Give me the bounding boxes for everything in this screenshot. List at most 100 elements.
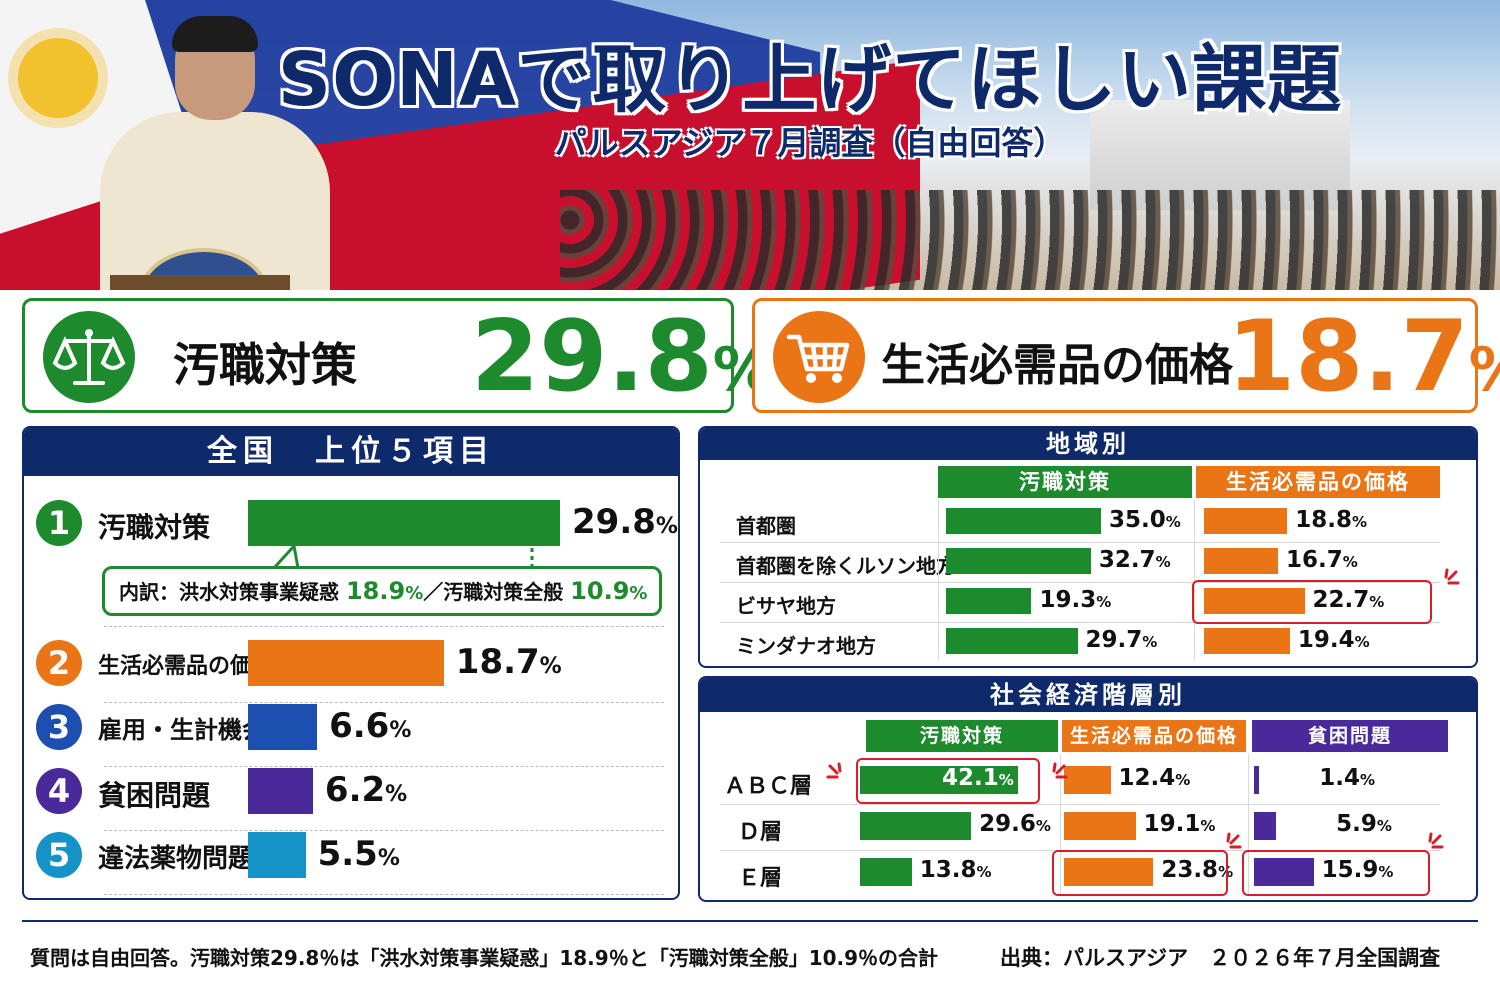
national-value-3: 6.6%	[329, 706, 412, 746]
hero-banner	[0, 0, 1500, 290]
regional-bar-s0-r3	[946, 628, 1078, 654]
regional-value-s1-r2: 22.7%	[1312, 587, 1385, 613]
ses-col-1: 生活必需品の価格	[1062, 720, 1246, 752]
shopping-cart-icon	[773, 311, 865, 403]
regional-row-divider	[720, 582, 1440, 583]
ses-bar-s2-r0	[1254, 766, 1260, 794]
rank-2-badge: 2	[36, 640, 82, 686]
ses-col-divider	[1248, 754, 1249, 896]
regional-row-divider	[720, 542, 1440, 543]
ses-col-divider	[1060, 754, 1061, 896]
regional-col-0: 汚職対策	[938, 466, 1192, 498]
ses-col-0: 汚職対策	[866, 720, 1058, 752]
regional-col-1: 生活必需品の価格	[1196, 466, 1440, 498]
ses-row-divider	[720, 804, 1440, 805]
breakdown-callout: 内訳：洪水対策事業疑惑 18.9%／汚職対策全般 10.9%	[102, 566, 662, 616]
podium	[110, 275, 290, 290]
flag-sun-icon	[18, 38, 98, 118]
regional-label-0: 首都圏	[736, 514, 796, 538]
national-value-5: 5.5%	[317, 834, 400, 874]
ses-label-1: Ｄ層	[738, 820, 783, 845]
crowd-illustration	[560, 190, 1500, 290]
regional-value-s0-r3: 29.7%	[1085, 627, 1158, 653]
ses-value-s1-r2: 23.8%	[1161, 857, 1234, 883]
ses-bar-s0-r1	[860, 812, 972, 840]
highlight-prices: 生活必需品の価格 18.7%	[752, 298, 1500, 413]
ses-bar-s1-r2	[1064, 858, 1154, 886]
ses-bar-s1-r0	[1064, 766, 1111, 794]
regional-bar-s1-r3	[1204, 628, 1290, 654]
rank-4-badge: 4	[36, 768, 82, 814]
regional-panel: 地域別 汚職対策 生活必需品の価格 首都圏 35.0% 18.8% 首都圏を除くルソン地方…	[698, 426, 1478, 668]
ses-bar-s0-r0	[860, 766, 1018, 794]
ses-highlight-frame	[1052, 850, 1228, 896]
regional-heading: 地域別	[700, 428, 1476, 460]
page-subtitle: パルスアジア７月調査（自由回答）	[554, 124, 1066, 162]
ses-bar-s2-r2	[1254, 858, 1314, 886]
ses-value-s2-r0: 1.4%	[1319, 765, 1376, 791]
rank-1-badge: 1	[36, 500, 82, 546]
national-label-5: 違法薬物問題	[98, 844, 255, 874]
regional-label-2: ビサヤ地方	[736, 594, 836, 618]
ses-value-s1-r1: 19.1%	[1143, 811, 1216, 837]
ses-value-s1-r0: 12.4%	[1118, 765, 1191, 791]
national-value-4: 6.2%	[324, 770, 408, 810]
ses-col-2: 貧困問題	[1252, 720, 1448, 752]
ses-highlight-frame	[856, 758, 1040, 804]
regional-bar-s0-r0	[946, 508, 1101, 534]
highlight-value-corruption: 29.8%	[471, 300, 773, 414]
national-bar-2	[248, 640, 444, 686]
ses-bar-s0-r2	[860, 858, 912, 886]
breakdown-pointer	[272, 546, 534, 570]
national-label-1: 汚職対策	[98, 511, 211, 544]
regional-value-s1-r3: 19.4%	[1297, 627, 1370, 653]
highlight-label-corruption: 汚職対策	[173, 338, 357, 392]
national-label-3: 雇用・生計機会	[98, 716, 266, 744]
regional-value-s1-r0: 18.8%	[1295, 507, 1368, 533]
national-row-divider	[104, 702, 664, 703]
national-row-divider	[104, 830, 664, 831]
ses-panel: 社会経済階層別 汚職対策 生活必需品の価格 貧困問題 ＡＢＣ層 42.1% 12.4% 1.…	[698, 676, 1478, 902]
ses-highlight-spark	[1052, 762, 1068, 779]
national-row-divider	[104, 766, 664, 767]
ses-highlight-spark	[1226, 832, 1242, 849]
regional-bar-s0-r2	[946, 588, 1032, 614]
ses-bar-s1-r1	[1064, 812, 1136, 840]
ses-highlight-frame	[1242, 850, 1430, 896]
ses-value-s0-r0: 42.1%	[942, 765, 1014, 791]
national-bar-4	[248, 768, 313, 814]
footer-note: 質問は自由回答。汚職対策29.8％は「洪水対策事業疑惑」18.9％と「汚職対策全…	[30, 946, 939, 970]
ses-value-s0-r2: 13.8%	[919, 857, 992, 883]
page-title: SONAで取り上げてほしい課題	[277, 37, 1343, 123]
national-value-2: 18.7%	[455, 642, 562, 682]
regional-bar-s1-r2	[1204, 588, 1305, 614]
national-bar-5	[248, 832, 306, 878]
ses-value-s0-r1: 29.6%	[979, 811, 1051, 837]
regional-bar-s1-r0	[1204, 508, 1288, 534]
ses-label-2: Ｅ層	[738, 866, 783, 891]
national-label-2: 生活必需品の価格	[98, 654, 275, 679]
highlight-corruption: 汚職対策 29.8%	[22, 298, 773, 413]
regional-highlight-spark	[1444, 568, 1460, 585]
rank-5-badge: 5	[36, 832, 82, 878]
regional-row-divider	[720, 622, 1440, 623]
regional-highlight-frame	[1192, 580, 1432, 624]
regional-bar-s1-r1	[1204, 548, 1278, 574]
national-bar-3	[248, 704, 318, 750]
national-panel: 全国 上位５項目 1 汚職対策 29.8% 2 生活必需品の価格 18.7% 3 雇用・生計機…	[22, 426, 680, 900]
ses-bar-s2-r1	[1254, 812, 1277, 840]
national-heading: 全国 上位５項目	[24, 428, 678, 476]
regional-value-s0-r0: 35.0%	[1109, 507, 1181, 533]
ses-label-0: ＡＢＣ層	[724, 774, 813, 799]
ses-highlight-spark	[1428, 832, 1444, 849]
scales-icon	[43, 311, 135, 403]
ses-heading: 社会経済階層別	[700, 678, 1476, 712]
national-label-4: 貧困問題	[98, 779, 211, 812]
ses-value-s2-r1: 5.9%	[1336, 811, 1392, 837]
regional-bar-s0-r1	[946, 548, 1091, 574]
highlight-label-prices: 生活必需品の価格	[881, 340, 1233, 391]
national-row-divider	[104, 626, 664, 627]
regional-value-s0-r2: 19.3%	[1039, 587, 1112, 613]
ses-highlight-spark	[826, 762, 842, 779]
regional-col-divider	[938, 500, 939, 660]
